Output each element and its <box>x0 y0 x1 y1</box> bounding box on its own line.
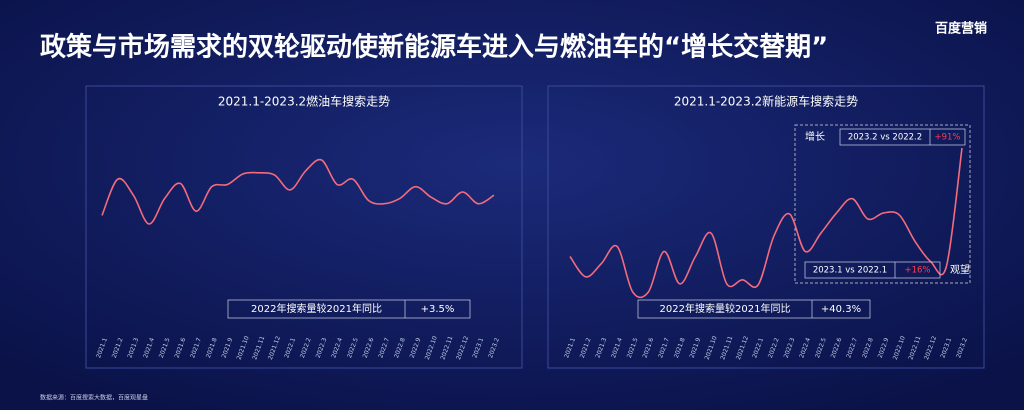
chart-title: 2021.1-2023.2燃油车搜索走势 <box>218 94 390 109</box>
annotation-box <box>637 299 871 319</box>
line <box>569 147 963 299</box>
chart-title: 2021.1-2023.2新能源车搜索走势 <box>674 94 858 109</box>
annotation-tag: 观望 <box>950 263 970 276</box>
panel <box>85 85 523 369</box>
annotation-label: 2022年搜索量较2021年同比 <box>251 302 382 315</box>
annotation-label: 2023.1 vs 2022.1 <box>813 266 887 276</box>
annotation-box <box>227 299 471 319</box>
line <box>101 158 495 225</box>
annotation-label: 2023.2 vs 2022.2 <box>848 133 922 143</box>
annotation-box <box>839 128 966 146</box>
source: 数据来源：百度搜索大数据，百度观星盘 <box>40 394 148 402</box>
annotation-value: +3.5% <box>421 304 455 315</box>
annotation-label: 2022年搜索量较2021年同比 <box>660 302 791 315</box>
highlight-box <box>794 124 971 284</box>
slide-title: 政策与市场需求的双轮驱动使新能源车进入与燃油车的“增长交替期” <box>40 32 828 63</box>
panel <box>547 85 985 369</box>
logo: 百度营销 <box>935 21 987 37</box>
annotation-value: +40.3% <box>821 304 861 315</box>
annotation-value: +16% <box>904 266 930 276</box>
annotation-tag: 增长 <box>805 130 825 143</box>
annotation-box <box>804 261 941 279</box>
annotation-value: +91% <box>934 133 960 143</box>
